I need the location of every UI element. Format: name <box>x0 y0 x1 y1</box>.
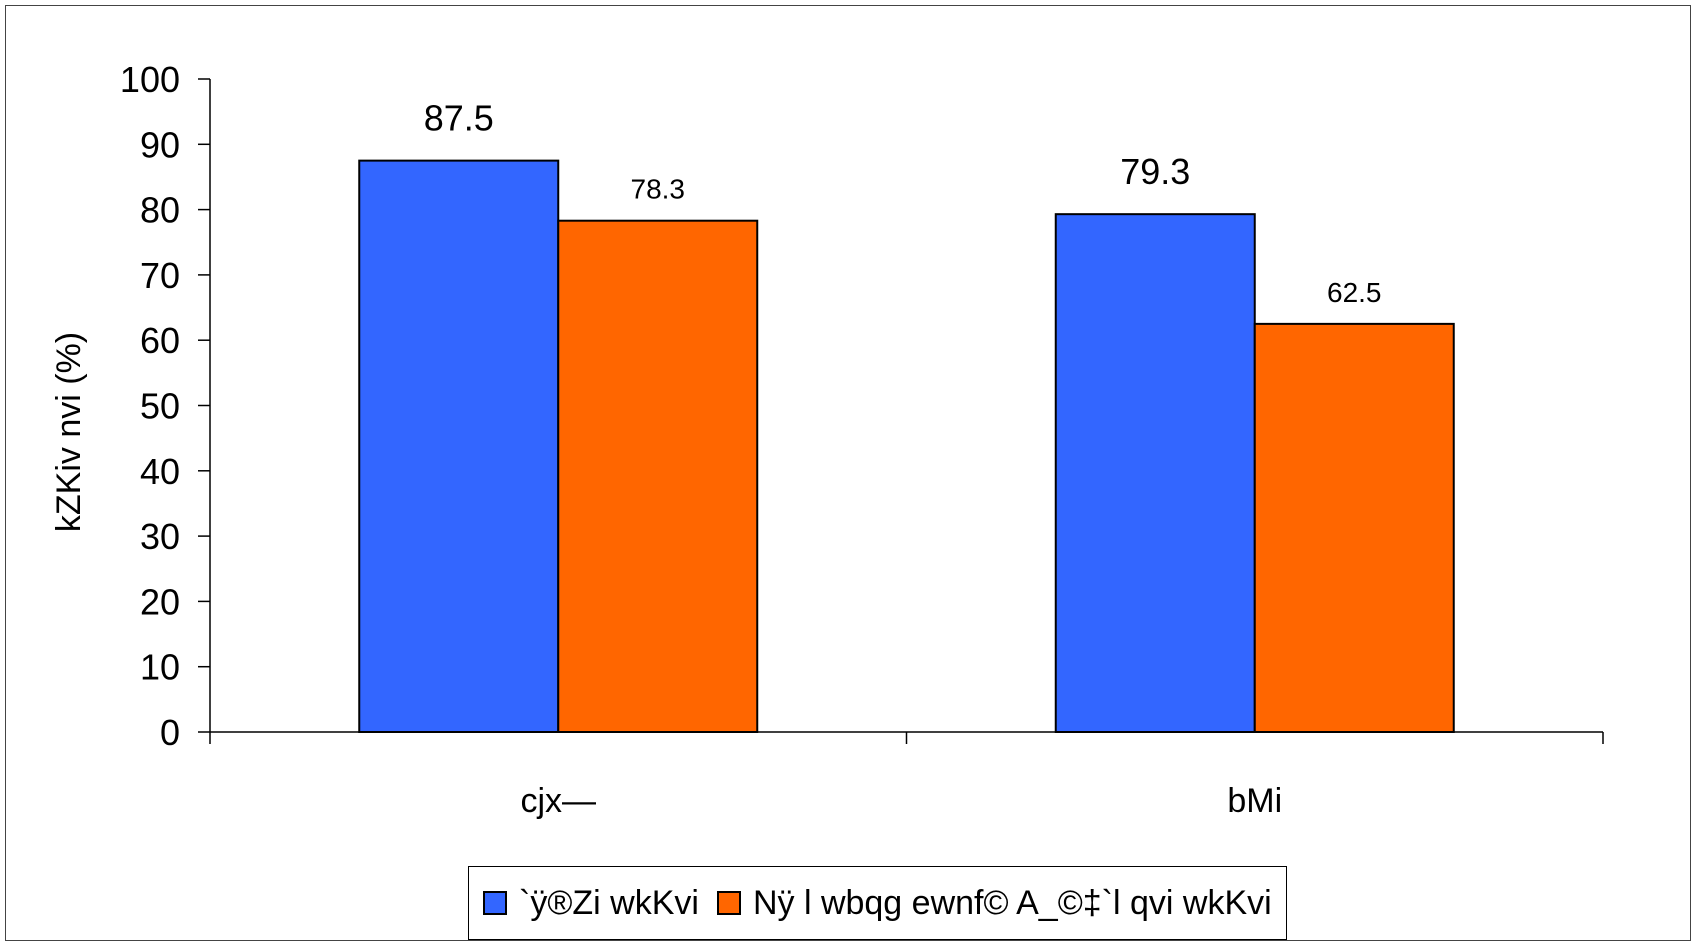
x-category-label-2: bMi <box>1227 782 1282 820</box>
legend-swatch-blue <box>483 891 507 915</box>
y-tick-label-20: 20 <box>140 581 180 622</box>
bar-2-1 <box>557 219 759 734</box>
legend-swatch-orange <box>716 891 741 915</box>
legend-label-series-1: `ÿ®Zi wkKvi <box>519 883 699 922</box>
legend: `ÿ®Zi wkKvi Nÿ l wbqg ewnf© A_©‡`l qvi w… <box>468 866 1287 940</box>
data-label-2-2: 62.5 <box>1327 277 1382 308</box>
data-label-1-1: 87.5 <box>424 98 494 139</box>
y-tick-label-70: 70 <box>140 255 180 296</box>
bar-1-1 <box>358 159 560 733</box>
bar-1-2 <box>1054 213 1256 733</box>
y-tick-label-50: 50 <box>140 386 180 427</box>
y-axis-title: kZKiv nvi (%) <box>50 332 88 532</box>
y-tick-label-90: 90 <box>140 124 180 165</box>
y-tick-label-0: 0 <box>160 712 180 753</box>
x-category-label-1: cjx— <box>520 782 596 820</box>
y-tick-label-40: 40 <box>140 451 180 492</box>
bar-2-2 <box>1253 322 1455 733</box>
y-tick-label-60: 60 <box>140 320 180 361</box>
legend-label-series-2: Nÿ l wbqg ewnf© A_©‡`l qvi wkKvi <box>752 883 1272 922</box>
y-tick-label-10: 10 <box>140 647 180 688</box>
legend-item-series-2: Nÿ l wbqg ewnf© A_©‡`l qvi wkKvi <box>716 883 1272 923</box>
y-tick-label-30: 30 <box>140 516 180 557</box>
y-tick-label-100: 100 <box>120 59 180 100</box>
y-tick-label-80: 80 <box>140 190 180 231</box>
data-label-2-1: 78.3 <box>631 174 686 205</box>
legend-item-series-1: `ÿ®Zi wkKvi <box>483 884 699 923</box>
data-label-1-2: 79.3 <box>1120 151 1190 192</box>
